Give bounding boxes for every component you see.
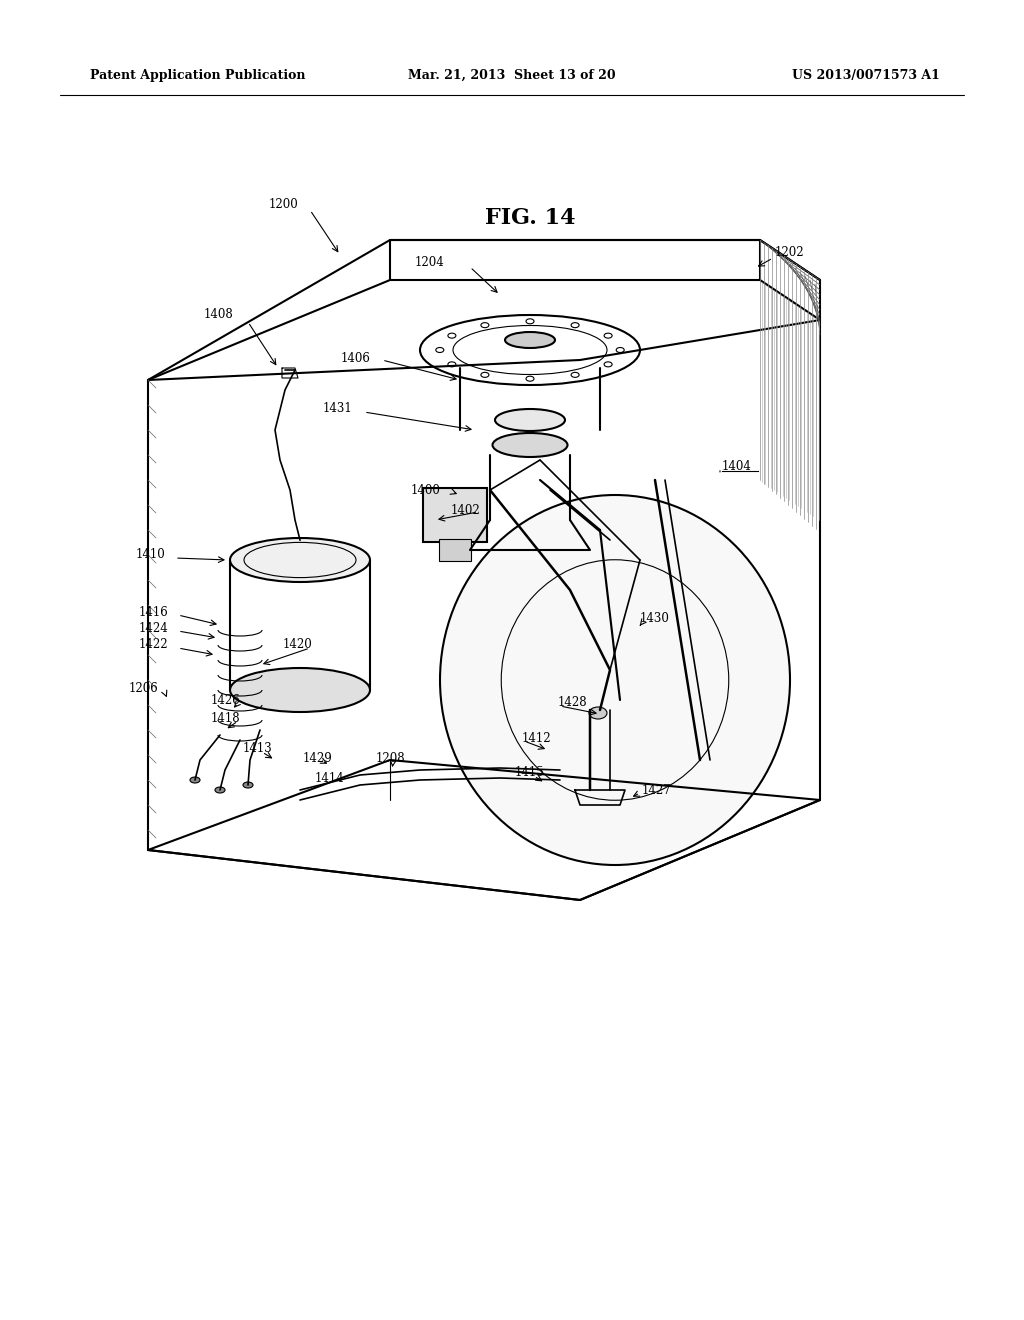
Text: 1416: 1416 xyxy=(138,606,168,619)
Text: 1206: 1206 xyxy=(128,681,158,694)
FancyBboxPatch shape xyxy=(423,488,487,543)
Ellipse shape xyxy=(571,322,580,327)
Ellipse shape xyxy=(440,495,790,865)
Ellipse shape xyxy=(230,539,370,582)
Ellipse shape xyxy=(495,409,565,432)
Ellipse shape xyxy=(526,376,534,381)
Ellipse shape xyxy=(190,777,200,783)
Text: 1420: 1420 xyxy=(283,639,312,652)
Text: 1410: 1410 xyxy=(135,549,165,561)
Ellipse shape xyxy=(526,319,534,323)
Ellipse shape xyxy=(616,347,625,352)
Ellipse shape xyxy=(604,333,612,338)
Text: 1208: 1208 xyxy=(375,751,404,764)
Ellipse shape xyxy=(589,708,607,719)
Text: 1424: 1424 xyxy=(138,622,168,635)
Text: 1412: 1412 xyxy=(522,731,552,744)
Text: US 2013/0071573 A1: US 2013/0071573 A1 xyxy=(793,69,940,82)
Text: 1415: 1415 xyxy=(515,767,545,780)
Text: 1408: 1408 xyxy=(203,309,233,322)
Text: 1418: 1418 xyxy=(210,711,240,725)
Text: 1429: 1429 xyxy=(303,751,333,764)
Ellipse shape xyxy=(493,433,567,457)
Text: 1431: 1431 xyxy=(323,401,352,414)
Text: Patent Application Publication: Patent Application Publication xyxy=(90,69,305,82)
Ellipse shape xyxy=(447,333,456,338)
Ellipse shape xyxy=(571,372,580,378)
Text: 1404: 1404 xyxy=(722,461,752,474)
Ellipse shape xyxy=(447,362,456,367)
Text: 1406: 1406 xyxy=(340,351,370,364)
Text: 1430: 1430 xyxy=(640,611,670,624)
Ellipse shape xyxy=(243,781,253,788)
Text: 1400: 1400 xyxy=(411,483,440,496)
Text: 1414: 1414 xyxy=(315,771,345,784)
Ellipse shape xyxy=(481,322,488,327)
Ellipse shape xyxy=(230,668,370,711)
Text: 1200: 1200 xyxy=(268,198,298,211)
Text: FIG. 14: FIG. 14 xyxy=(484,207,575,228)
Ellipse shape xyxy=(215,787,225,793)
Text: 1422: 1422 xyxy=(138,639,168,652)
Text: 1413: 1413 xyxy=(243,742,272,755)
Text: 1204: 1204 xyxy=(415,256,444,268)
Ellipse shape xyxy=(505,333,555,348)
Text: 1202: 1202 xyxy=(775,247,805,260)
Ellipse shape xyxy=(481,372,488,378)
Text: 1428: 1428 xyxy=(558,697,588,710)
Text: Mar. 21, 2013  Sheet 13 of 20: Mar. 21, 2013 Sheet 13 of 20 xyxy=(409,69,615,82)
Text: 1427: 1427 xyxy=(642,784,672,796)
Text: 1426: 1426 xyxy=(210,693,240,706)
Text: 1402: 1402 xyxy=(451,503,480,516)
Ellipse shape xyxy=(604,362,612,367)
FancyBboxPatch shape xyxy=(439,539,471,561)
Ellipse shape xyxy=(436,347,443,352)
